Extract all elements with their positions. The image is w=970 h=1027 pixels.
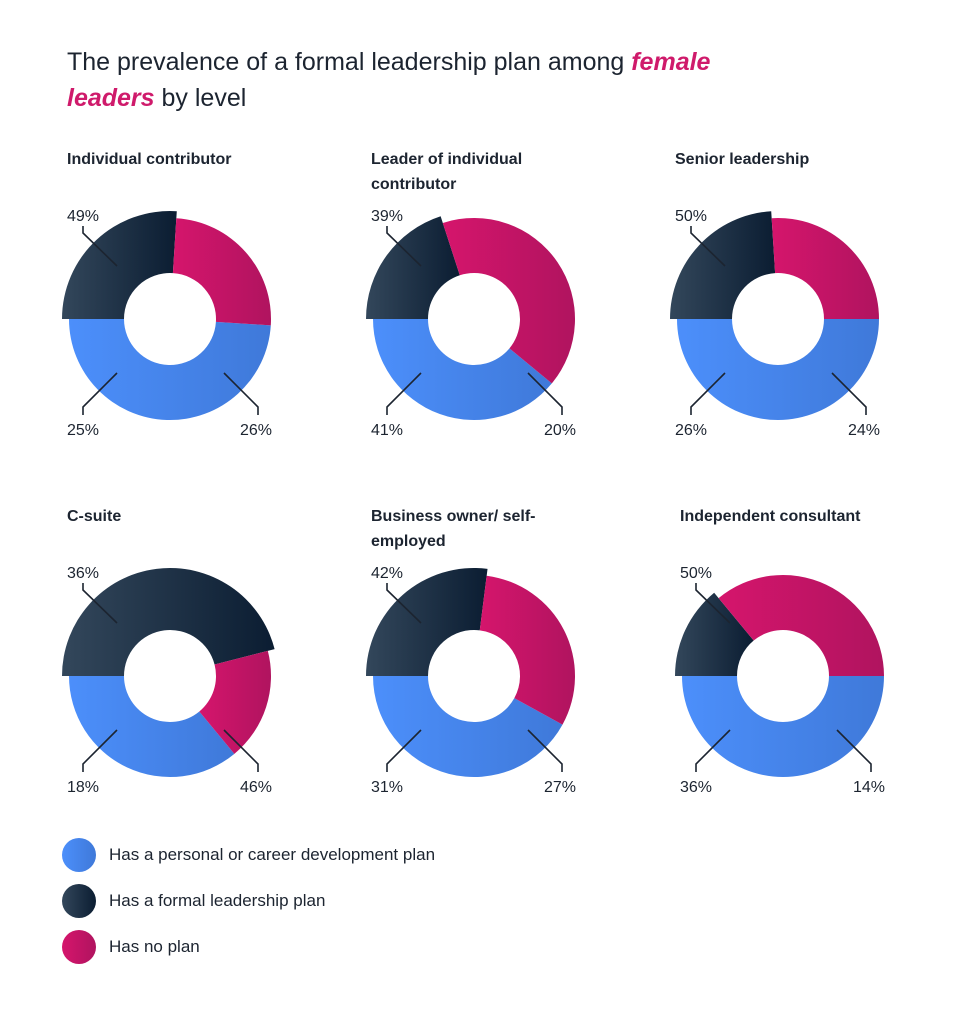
leader-line-none [82, 372, 118, 415]
chart-title: The prevalence of a formal leadership pl… [67, 44, 827, 116]
value-label-none: 31% [371, 779, 403, 796]
donut-panel-leader-of-individual-contributor: Leader of individual contributor 39% 20% 4… [366, 147, 671, 477]
segment-no-plan [479, 575, 575, 725]
panel-title: C-suite [67, 508, 122, 525]
leader-line-formal [527, 372, 563, 415]
legend-label: Has no plan [109, 937, 200, 956]
legend-swatch-personal [62, 838, 96, 872]
panel-title: Leader of individual contributor [371, 151, 523, 193]
segment-formal-plan [670, 211, 776, 319]
leader-line-formal [223, 372, 259, 415]
value-label-personal: 42% [371, 565, 403, 582]
title-highlight-2: leaders [67, 84, 155, 112]
leader-line-personal [82, 226, 118, 267]
segment-formal-plan [62, 210, 177, 319]
legend-item-formal-plan: Has a formal leadership plan [62, 884, 435, 918]
leader-line-personal [82, 583, 118, 624]
value-label-none: 36% [680, 779, 712, 796]
leader-line-none [690, 372, 726, 415]
leader-line-none [386, 729, 422, 772]
value-label-none: 41% [371, 422, 403, 439]
panel-title: Business owner/ self-employed [371, 508, 536, 550]
segment-personal-plan [682, 676, 884, 777]
leader-line-formal [527, 729, 563, 772]
panel-title: Individual contributor [67, 151, 232, 168]
panel-title: Independent consultant [680, 508, 861, 525]
value-label-personal: 50% [675, 208, 707, 225]
segment-formal-plan [62, 568, 275, 676]
value-label-formal: 24% [848, 422, 880, 439]
value-label-formal: 20% [544, 422, 576, 439]
leader-line-none [82, 729, 118, 772]
leader-line-personal [690, 226, 726, 267]
legend-swatch-none [62, 930, 96, 964]
segment-personal-plan [69, 319, 271, 420]
donut-chart: 50% 14% 36% [675, 565, 885, 796]
donut-panel-c-suite: C-suite 36% 46% 18% [62, 504, 367, 834]
leader-line-none [386, 372, 422, 415]
value-label-formal: 14% [853, 779, 885, 796]
title-highlight-1: female [631, 48, 711, 76]
value-label-none: 25% [67, 422, 99, 439]
segment-formal-plan [366, 216, 460, 319]
segment-personal-plan [373, 676, 563, 777]
donut-chart: 42% 27% 31% [366, 565, 576, 796]
value-label-personal: 50% [680, 565, 712, 582]
segment-no-plan [172, 218, 271, 326]
value-label-formal: 26% [240, 422, 272, 439]
donut-panel-senior-leadership: Senior leadership 50% 24% 26% [670, 147, 970, 477]
segment-no-plan [771, 218, 879, 319]
donut-chart: 50% 24% 26% [670, 208, 880, 439]
title-part-2: by level [154, 84, 247, 112]
segment-personal-plan [69, 676, 235, 777]
leader-line-formal [836, 729, 872, 772]
value-label-personal: 39% [371, 208, 403, 225]
donut-panel-independent-consultant: Independent consultant 50% 14% 36% [675, 504, 970, 834]
segment-no-plan [718, 575, 884, 676]
leader-line-personal [695, 583, 731, 624]
leader-line-formal [223, 729, 259, 772]
segment-formal-plan [366, 568, 488, 676]
value-label-formal: 27% [544, 779, 576, 796]
donut-panel-individual-contributor: Individual contributor 49% 26% 25% [62, 147, 367, 477]
legend-item-no-plan: Has no plan [62, 930, 435, 964]
legend-item-personal-plan: Has a personal or career development pla… [62, 838, 435, 872]
panel-title: Senior leadership [675, 151, 810, 168]
legend-label: Has a personal or career development pla… [109, 845, 436, 864]
donut-chart: 36% 46% 18% [62, 565, 275, 796]
value-label-formal: 46% [240, 779, 272, 796]
donut-chart: 49% 26% 25% [62, 208, 272, 439]
value-label-none: 18% [67, 779, 99, 796]
donut-panel-business-owner: Business owner/ self-employed 42% 27% 31% [366, 504, 671, 834]
segment-personal-plan [677, 319, 879, 420]
leader-line-formal [831, 372, 867, 415]
leader-line-personal [386, 226, 422, 267]
legend: Has a personal or career development pla… [62, 838, 435, 976]
segment-personal-plan [373, 319, 552, 420]
title-part-1: The prevalence of a formal leadership pl… [67, 48, 632, 76]
leader-line-none [695, 729, 731, 772]
leader-line-personal [386, 583, 422, 624]
segment-formal-plan [675, 592, 754, 676]
value-label-none: 26% [675, 422, 707, 439]
segment-no-plan [442, 218, 575, 384]
value-label-personal: 49% [67, 208, 99, 225]
donut-chart: 39% 20% 41% [366, 208, 576, 439]
value-label-personal: 36% [67, 565, 99, 582]
legend-swatch-formal [62, 884, 96, 918]
segment-no-plan [199, 650, 271, 754]
legend-label: Has a formal leadership plan [109, 891, 326, 910]
